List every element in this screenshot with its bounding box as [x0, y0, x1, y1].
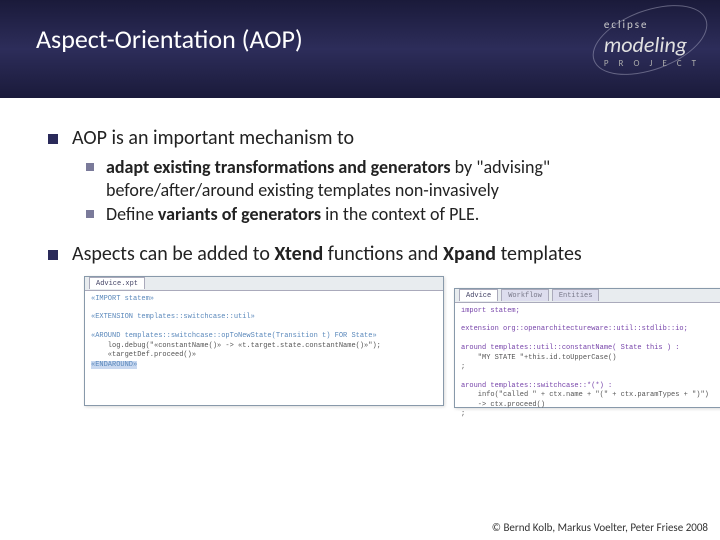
- bold-xpand: Xpand: [443, 242, 496, 266]
- b2-pre: Aspects can be added to: [72, 242, 274, 266]
- bullet-1-text: AOP is an important mechanism to: [72, 126, 680, 150]
- bullet-1: AOP is an important mechanism to: [48, 126, 680, 150]
- bullet-1a: adapt existing transformations and gener…: [86, 156, 680, 201]
- code-box-xpand: Advice.xpt «IMPORT statem» «EXTENSION te…: [84, 276, 444, 406]
- tab-advice: Advice: [459, 289, 498, 301]
- copyright-footer: © Bernd Kolb, Markus Voelter, Peter Frie…: [492, 521, 708, 534]
- bullet-marker-icon: [48, 134, 58, 144]
- tabbar-2: Advice Workflow Entities: [455, 289, 720, 303]
- slide-header: Aspect-Orientation (AOP) eclipse modelin…: [0, 0, 720, 98]
- tab-entities: Entities: [552, 289, 600, 301]
- tab-advice-xpt: Advice.xpt: [89, 277, 145, 289]
- bold-adapt: adapt existing transformations and gener…: [106, 156, 451, 178]
- code-body-1: «IMPORT statem» «EXTENSION templates::sw…: [85, 291, 443, 375]
- eclipse-modeling-logo: eclipse modeling P R O J E C T: [604, 18, 700, 69]
- slide-title: Aspect-Orientation (AOP): [36, 23, 303, 55]
- tab-workflow: Workflow: [501, 289, 549, 301]
- bullet-marker-icon: [48, 250, 58, 260]
- tabbar-1: Advice.xpt: [85, 277, 443, 291]
- b2-mid: functions and: [323, 242, 443, 266]
- logo-text-modeling: modeling: [604, 31, 700, 58]
- bullet-2-text: Aspects can be added to Xtend functions …: [72, 242, 680, 266]
- post-1b: in the context of PLE.: [321, 203, 479, 225]
- logo-text-project: P R O J E C T: [604, 58, 700, 69]
- code-body-2: import statem; extension org::openarchit…: [455, 303, 720, 424]
- logo-text-eclipse: eclipse: [604, 18, 700, 31]
- slide-content: AOP is an important mechanism to adapt e…: [0, 98, 720, 416]
- code-screenshots: Advice.xpt «IMPORT statem» «EXTENSION te…: [84, 276, 650, 416]
- bullet-1a-text: adapt existing transformations and gener…: [106, 156, 680, 201]
- bullet-2: Aspects can be added to Xtend functions …: [48, 242, 680, 266]
- b2-post: templates: [496, 242, 582, 266]
- subbullet-marker-icon: [86, 163, 94, 171]
- bold-variants: variants of generators: [158, 203, 321, 225]
- bold-xtend: Xtend: [274, 242, 323, 266]
- subbullet-marker-icon: [86, 210, 94, 218]
- pre-1b: Define: [106, 203, 158, 225]
- bullet-1b-text: Define variants of generators in the con…: [106, 203, 680, 226]
- code-box-xtend: Advice Workflow Entities import statem; …: [454, 288, 720, 408]
- bullet-1b: Define variants of generators in the con…: [86, 203, 680, 226]
